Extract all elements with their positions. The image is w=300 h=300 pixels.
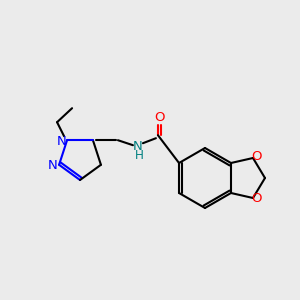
- Text: O: O: [252, 151, 262, 164]
- Text: N: N: [133, 140, 143, 153]
- Text: O: O: [155, 111, 165, 124]
- Text: N: N: [57, 135, 67, 148]
- Text: O: O: [252, 193, 262, 206]
- Text: N: N: [48, 159, 58, 172]
- Text: H: H: [134, 149, 143, 162]
